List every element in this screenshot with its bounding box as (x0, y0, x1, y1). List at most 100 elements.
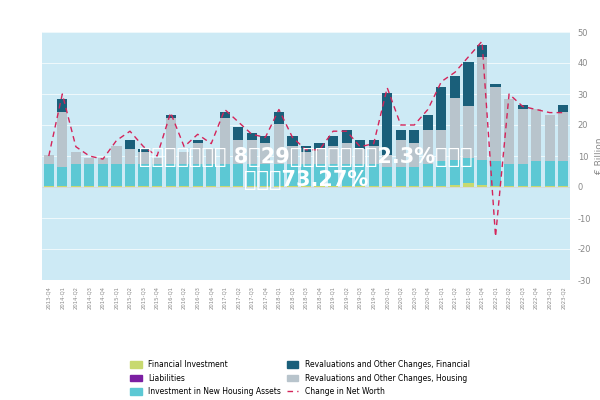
Bar (206, 164, 217, 186)
Bar (287, 186, 298, 187)
Text: 炒股杠杆是什么 8月29日汇通转债上涨2.3%，转股
溢价率73.27%: 炒股杠杆是什么 8月29日汇通转债上涨2.3%，转股 溢价率73.27% (139, 147, 473, 190)
Bar (490, 84, 500, 87)
Bar (139, 149, 149, 152)
Bar (382, 186, 392, 187)
Bar (490, 186, 500, 187)
Bar (193, 186, 203, 187)
Bar (301, 186, 311, 187)
Bar (247, 186, 257, 187)
Bar (71, 186, 81, 187)
Bar (558, 112, 568, 161)
Bar (85, 186, 94, 187)
Bar (463, 158, 473, 183)
Bar (395, 168, 406, 186)
Bar (233, 164, 244, 186)
Bar (260, 164, 271, 186)
Bar (436, 161, 446, 186)
Bar (98, 186, 108, 187)
Bar (423, 130, 433, 164)
Bar (301, 152, 311, 164)
Bar (368, 186, 379, 187)
Bar (518, 106, 527, 108)
Bar (518, 108, 527, 164)
Bar (233, 127, 244, 140)
Bar (436, 87, 446, 130)
Bar (355, 164, 365, 186)
Bar (220, 112, 230, 118)
Bar (545, 186, 555, 187)
Bar (112, 164, 122, 186)
Bar (450, 98, 460, 160)
Bar (395, 186, 406, 187)
Bar (44, 155, 54, 164)
Bar (125, 149, 135, 164)
Bar (477, 160, 487, 184)
Bar (423, 186, 433, 187)
Bar (166, 115, 176, 118)
Bar (450, 184, 460, 187)
Bar (139, 164, 149, 186)
Bar (545, 161, 555, 186)
Bar (260, 143, 271, 164)
Bar (152, 186, 162, 187)
Bar (328, 136, 338, 146)
Y-axis label: € Billion: € Billion (595, 138, 600, 174)
Bar (301, 146, 311, 152)
Bar (382, 93, 392, 155)
Bar (57, 168, 67, 186)
Bar (328, 164, 338, 186)
Bar (179, 152, 189, 164)
Bar (531, 108, 541, 161)
Bar (166, 118, 176, 164)
Bar (355, 186, 365, 187)
Bar (341, 164, 352, 186)
Bar (558, 161, 568, 186)
Bar (193, 164, 203, 186)
Bar (179, 164, 189, 186)
Bar (355, 140, 365, 149)
Bar (85, 164, 94, 186)
Bar (139, 186, 149, 187)
Bar (368, 146, 379, 164)
Bar (193, 140, 203, 143)
Bar (125, 164, 135, 186)
Bar (531, 161, 541, 186)
Bar (490, 161, 500, 186)
Bar (341, 143, 352, 164)
Bar (247, 140, 257, 164)
Bar (125, 186, 135, 187)
Bar (450, 160, 460, 184)
Bar (314, 186, 325, 187)
Bar (518, 186, 527, 187)
Bar (220, 164, 230, 186)
Bar (450, 76, 460, 98)
Bar (166, 164, 176, 186)
Bar (423, 164, 433, 186)
Bar (71, 152, 81, 164)
Bar (220, 118, 230, 164)
Bar (112, 186, 122, 187)
Bar (382, 168, 392, 186)
Bar (139, 152, 149, 164)
Bar (355, 149, 365, 164)
Bar (368, 140, 379, 146)
Bar (558, 186, 568, 187)
Bar (395, 130, 406, 140)
Bar (287, 136, 298, 146)
Bar (274, 124, 284, 164)
Bar (477, 58, 487, 160)
Bar (125, 140, 135, 149)
Legend: Financial Investment, Liabilities, Investment in New Housing Assets, Revaluation: Financial Investment, Liabilities, Inves… (130, 360, 470, 396)
Bar (152, 158, 162, 164)
Bar (179, 186, 189, 187)
Bar (112, 146, 122, 164)
Bar (504, 186, 514, 187)
Bar (247, 133, 257, 140)
Bar (57, 99, 67, 112)
Bar (395, 140, 406, 168)
Bar (518, 164, 527, 186)
Bar (409, 143, 419, 168)
Bar (477, 45, 487, 58)
Bar (328, 146, 338, 164)
Bar (166, 186, 176, 187)
